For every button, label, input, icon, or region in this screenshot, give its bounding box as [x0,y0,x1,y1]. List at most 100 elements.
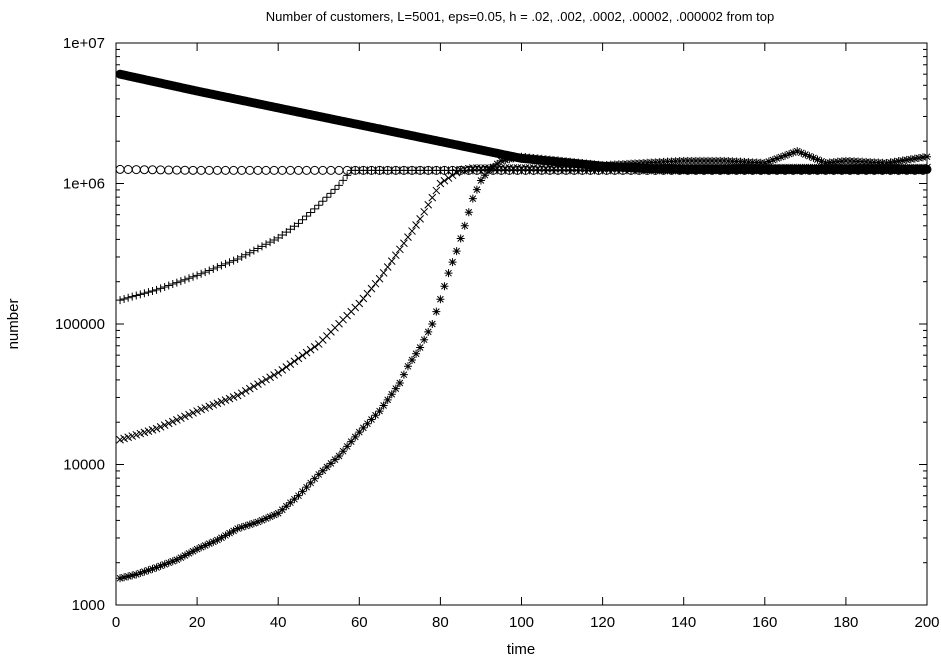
data-point [553,156,562,165]
data-point [237,165,247,175]
data-point [400,239,408,248]
data-point [241,387,250,395]
data-point [326,189,335,198]
data-point [626,159,635,168]
data-point [420,335,429,344]
data-point [594,160,603,169]
data-point [172,416,181,424]
data-point [237,252,246,261]
data-point [618,160,627,169]
data-point [712,156,721,165]
data-point [687,156,696,165]
data-point [432,186,441,195]
data-point [168,417,177,426]
data-point [249,519,258,528]
data-point [257,242,266,251]
data-point [614,160,623,169]
data-point [306,478,315,487]
data-point [371,411,380,420]
data-point [639,158,648,167]
data-point [124,293,133,302]
data-point [201,541,210,550]
data-point [229,526,238,535]
data-point [229,165,239,175]
data-point [716,156,725,165]
data-point [225,394,234,403]
data-point [164,558,173,567]
data-point [521,153,530,162]
data-point [440,282,449,291]
data-point [387,257,396,265]
data-point [193,271,202,280]
data-point [209,537,218,546]
data-point [675,157,684,166]
data-point [870,158,879,167]
data-point [241,250,250,259]
data-point [209,400,218,409]
data-point [185,410,193,419]
data-point [302,483,311,492]
data-point [266,373,274,382]
data-point [277,165,287,175]
data-point [890,157,899,166]
data-point [412,221,420,229]
data-point [164,165,174,175]
data-point [367,284,376,293]
data-point [363,289,372,298]
data-point [261,165,271,175]
data-point [416,343,425,352]
data-point [923,152,931,161]
data-point [355,299,364,308]
data-point [282,228,291,237]
data-point [513,153,522,162]
data-point [906,155,915,164]
x-tick-label: 200 [914,614,939,631]
data-point [249,246,258,255]
data-point [314,201,323,210]
data-point [837,157,846,166]
y-axis-label: number [5,299,22,350]
data-point [416,215,424,223]
data-point [310,474,319,483]
data-point [318,165,328,175]
series-h-000002 [116,147,931,583]
data-point [318,197,327,206]
data-point [428,320,437,328]
data-point [290,222,299,231]
data-point [602,160,611,169]
data-point [355,428,364,437]
data-point [160,421,169,429]
data-point [233,391,242,400]
data-point [221,396,230,405]
data-point [310,204,319,213]
data-point [241,521,250,530]
data-point [266,512,275,521]
data-point [914,154,923,163]
data-point [196,165,206,175]
data-point [124,572,133,581]
data-point [379,401,388,410]
data-point [213,399,222,408]
data-point [805,152,814,161]
data-point [310,343,319,351]
data-point [821,158,830,167]
data-point [335,451,344,460]
data-point [330,455,339,464]
data-point [193,407,201,415]
data-point [781,151,790,160]
data-point [610,160,619,169]
data-point [237,389,246,398]
data-point [282,502,291,511]
x-tick-label: 100 [509,614,534,631]
data-point [298,487,307,496]
y-tick-label: 10000 [63,457,105,474]
data-point [493,159,502,168]
data-point [335,181,344,190]
data-point [156,561,165,570]
data-point [116,574,125,583]
data-point [120,573,129,582]
data-point [278,505,287,514]
data-point [923,163,931,172]
data-point [663,157,672,166]
